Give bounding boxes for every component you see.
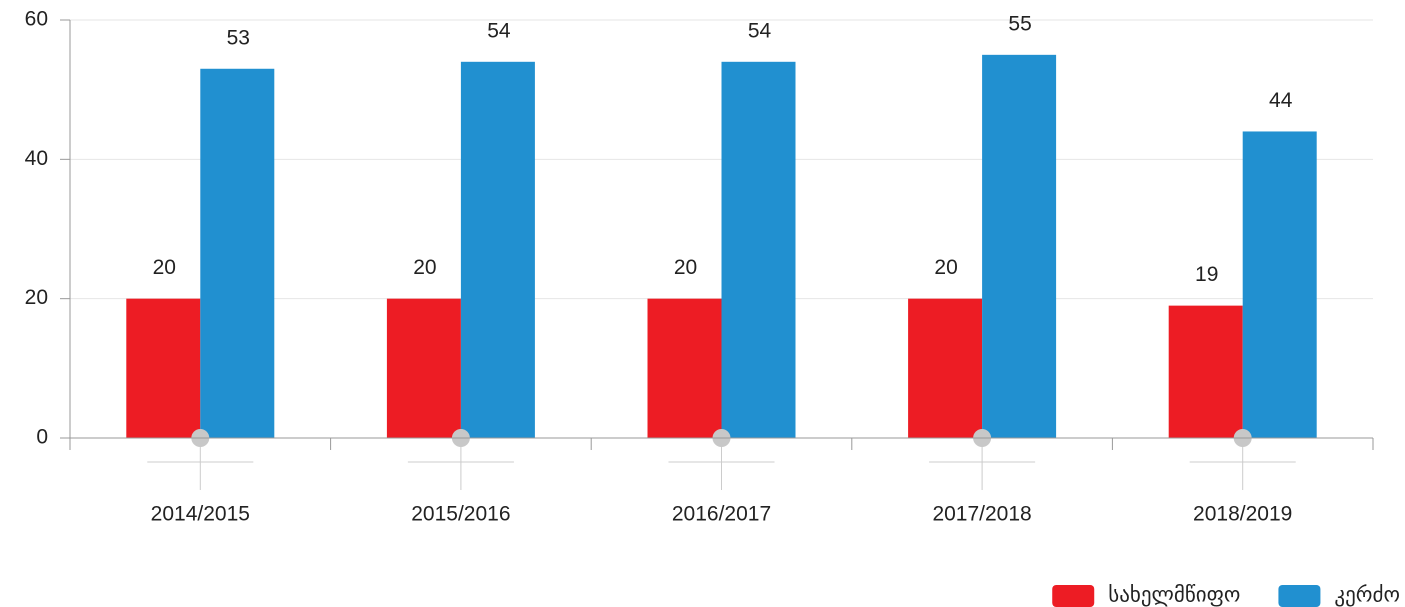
legend-label: სახელმწიფო [1108, 584, 1240, 607]
data-label: 54 [748, 19, 772, 42]
data-label: 54 [487, 19, 511, 42]
bar [982, 54, 1057, 438]
x-tick-label: 2014/2015 [151, 503, 250, 526]
data-label: 55 [1008, 12, 1031, 35]
x-tick-label: 2017/2018 [932, 503, 1031, 526]
bar [1168, 305, 1243, 438]
x-tick-label: 2016/2017 [672, 503, 771, 526]
y-tick-label: 0 [36, 426, 48, 449]
data-label: 20 [934, 256, 957, 279]
data-label: 44 [1269, 89, 1293, 112]
x-tick-label: 2018/2019 [1193, 503, 1292, 526]
bar [200, 68, 275, 439]
data-label: 19 [1195, 263, 1218, 286]
data-label: 20 [413, 256, 436, 279]
data-label: 20 [674, 256, 697, 279]
bar [460, 61, 535, 439]
legend-swatch [1278, 585, 1321, 607]
bar [386, 298, 461, 438]
bar [126, 298, 201, 438]
data-label: 20 [153, 256, 176, 279]
bar [908, 298, 983, 438]
x-tick-label: 2015/2016 [411, 503, 510, 526]
bar [1242, 131, 1317, 438]
bar [647, 298, 722, 438]
legend-label: კერძო [1334, 583, 1400, 607]
y-tick-label: 60 [25, 8, 48, 31]
y-tick-label: 20 [25, 286, 48, 309]
y-tick-label: 40 [25, 147, 48, 170]
bar [721, 61, 796, 439]
legend-swatch [1052, 585, 1095, 607]
data-label: 53 [227, 26, 250, 49]
